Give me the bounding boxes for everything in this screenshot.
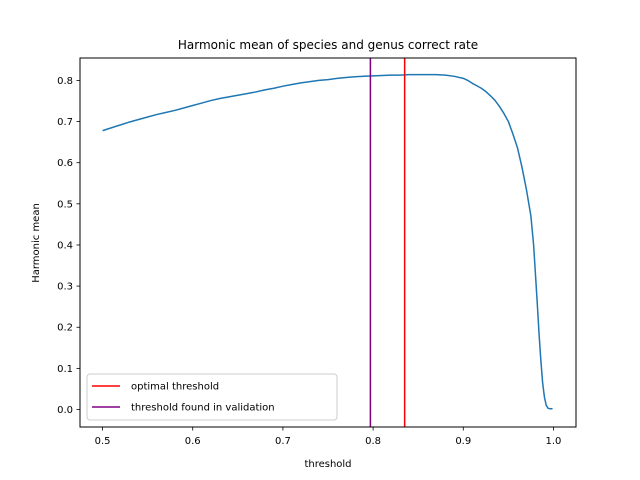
y-tick-label: 0.4: [57, 240, 73, 251]
y-tick-label: 0.2: [57, 323, 73, 334]
x-tick-label: 0.6: [185, 436, 201, 447]
x-tick-label: 0.5: [95, 436, 111, 447]
x-tick-label: 1.0: [546, 436, 562, 447]
legend: optimal threshold threshold found in vali…: [86, 373, 338, 421]
legend-box: [86, 373, 338, 421]
x-tick-label: 0.8: [365, 436, 381, 447]
x-axis-label: threshold: [304, 459, 351, 470]
y-tick-label: 0.7: [57, 117, 73, 128]
axes-frame: [79, 57, 577, 428]
x-tick-label: 0.7: [275, 436, 291, 447]
x-tick-label: 0.9: [455, 436, 471, 447]
legend-label: optimal threshold: [131, 382, 219, 393]
y-tick-label: 0.5: [57, 199, 73, 210]
y-tick-label: 0.6: [57, 158, 73, 169]
y-tick-label: 0.8: [57, 76, 73, 87]
y-tick-label: 0.0: [57, 405, 73, 416]
y-tick-label: 0.3: [57, 282, 73, 293]
axis-ticks: 0.5 0.6 0.7 0.8 0.9 1.0 0.0 0.1 0.2 0.3 0.4 0.5 0.6 0…: [57, 76, 561, 447]
chart-title: Harmonic mean of species and genus corre…: [178, 38, 478, 52]
legend-label: threshold found in validation: [131, 403, 275, 414]
y-axis-label: Harmonic mean: [31, 203, 42, 283]
plot-area: [102, 58, 553, 427]
y-tick-label: 0.1: [57, 364, 73, 375]
